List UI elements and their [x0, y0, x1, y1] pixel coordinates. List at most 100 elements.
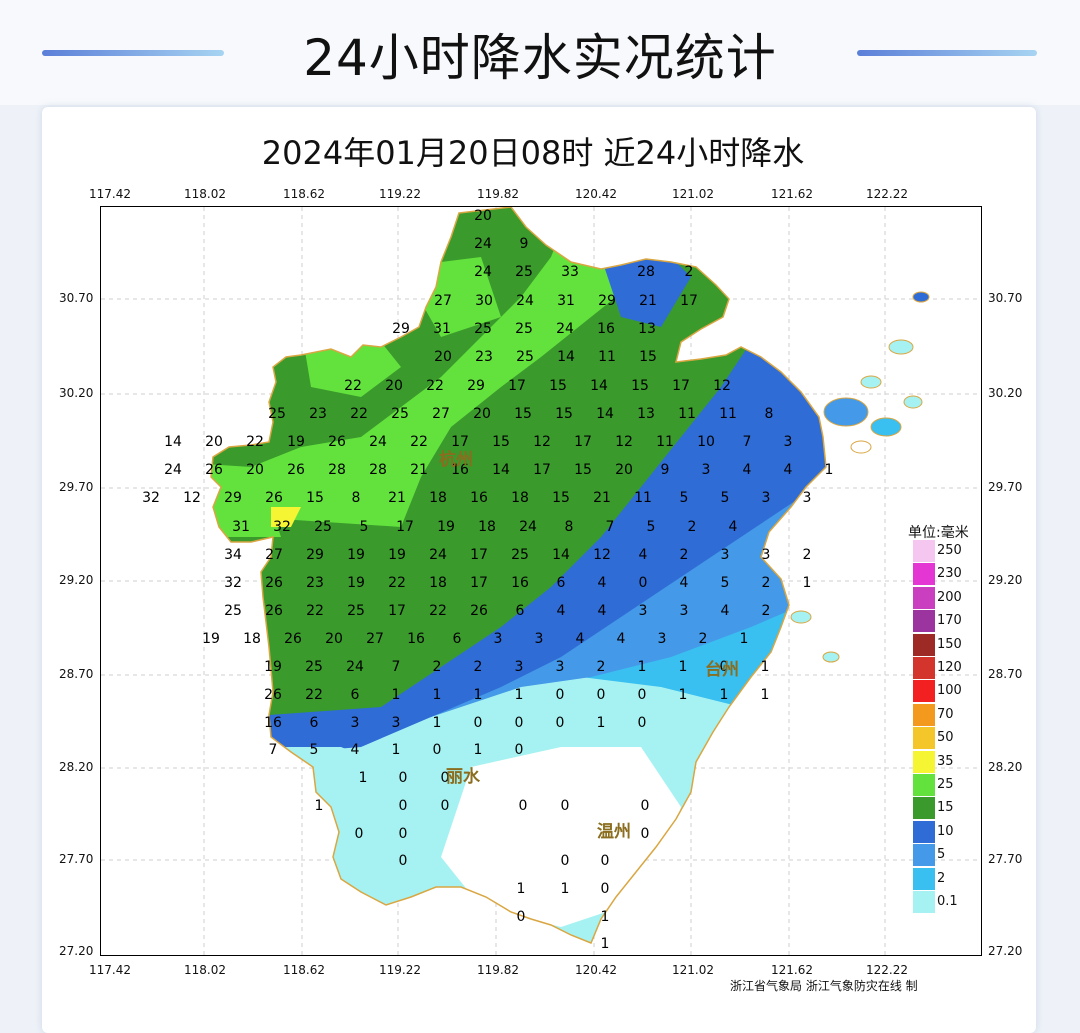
legend-label: 25: [937, 777, 954, 792]
legend-label: 230: [937, 566, 962, 582]
lat-tick-left: 29.20: [59, 573, 94, 587]
station-value: 28: [637, 264, 655, 280]
station-value: 2: [474, 659, 483, 675]
station-value: 0: [638, 687, 647, 703]
station-value: 24: [429, 547, 447, 563]
station-value: 0: [561, 798, 570, 814]
station-value: 1: [720, 687, 729, 703]
legend-item: 35: [913, 750, 993, 773]
legend-label: 0.1: [937, 894, 958, 909]
legend-swatch: [913, 727, 935, 750]
station-value: 19: [388, 547, 406, 563]
lat-tick-left: 30.70: [59, 291, 94, 305]
lon-tick-bottom: 119.22: [379, 963, 421, 977]
station-value: 1: [515, 687, 524, 703]
station-value: 4: [743, 462, 752, 478]
lat-tick-right: 28.70: [988, 667, 1023, 681]
station-value: 1: [315, 798, 324, 814]
station-value: 17: [574, 434, 592, 450]
lat-tick-right: 27.20: [988, 944, 1023, 958]
station-value: 4: [557, 603, 566, 619]
station-value: 32: [224, 575, 242, 591]
station-value: 6: [310, 715, 319, 731]
station-value: 19: [347, 575, 365, 591]
station-value: 1: [392, 687, 401, 703]
station-value: 4: [639, 547, 648, 563]
station-value: 0: [638, 715, 647, 731]
station-value: 7: [743, 434, 752, 450]
station-value: 1: [761, 687, 770, 703]
station-value: 24: [556, 321, 574, 337]
station-value: 31: [433, 321, 451, 337]
legend-item: 120: [913, 657, 993, 679]
station-value: 15: [574, 462, 592, 478]
legend-swatch: [913, 680, 935, 703]
station-value: 17: [451, 434, 469, 450]
station-value: 4: [721, 603, 730, 619]
station-value: 26: [265, 575, 283, 591]
station-value: 0: [597, 687, 606, 703]
station-value: 7: [392, 659, 401, 675]
legend-label: 120: [937, 660, 962, 675]
station-value: 1: [803, 575, 812, 591]
station-value: 26: [264, 687, 282, 703]
station-value: 32: [142, 490, 160, 506]
station-value: 14: [590, 378, 608, 394]
station-value: 0: [399, 853, 408, 869]
station-value: 2: [699, 631, 708, 647]
lon-tick-top: 119.82: [477, 187, 519, 201]
station-value: 25: [515, 321, 533, 337]
legend-item: 170: [913, 610, 993, 633]
station-value: 18: [511, 490, 529, 506]
station-value: 1: [601, 936, 610, 952]
station-value: 22: [306, 603, 324, 619]
station-value: 4: [351, 742, 360, 758]
station-value: 3: [784, 434, 793, 450]
station-value: 0: [474, 715, 483, 731]
station-value: 26: [284, 631, 302, 647]
station-value: 17: [533, 462, 551, 478]
station-value: 1: [474, 742, 483, 758]
station-value: 1: [517, 881, 526, 897]
lon-tick-bottom: 119.82: [477, 963, 519, 977]
legend-swatch: [913, 867, 935, 890]
station-value: 22: [305, 687, 323, 703]
station-value: 9: [520, 236, 529, 252]
station-value: 3: [556, 659, 565, 675]
station-value: 14: [164, 434, 182, 450]
lon-tick-top: 120.42: [575, 187, 617, 201]
legend-swatch: [913, 844, 935, 867]
station-value: 3: [392, 715, 401, 731]
station-value: 1: [474, 687, 483, 703]
lat-tick-left: 30.20: [59, 386, 94, 400]
legend-swatch: [913, 891, 935, 913]
station-value: 0: [355, 826, 364, 842]
legend-item: 250: [913, 540, 993, 562]
station-value: 1: [359, 770, 368, 786]
station-value: 21: [388, 490, 406, 506]
station-value: 27: [432, 406, 450, 422]
station-value: 2: [762, 603, 771, 619]
station-value: 21: [639, 293, 657, 309]
station-value: 0: [515, 742, 524, 758]
station-value: 14: [492, 462, 510, 478]
city-label: 台州: [705, 659, 739, 680]
station-value: 3: [803, 490, 812, 506]
legend-item: 150: [913, 633, 993, 656]
lon-tick-top: 118.62: [283, 187, 325, 201]
station-value: 1: [825, 462, 834, 478]
station-value: 5: [721, 575, 730, 591]
station-value: 1: [679, 687, 688, 703]
legend-item: 0.1: [913, 891, 993, 913]
station-value: 17: [396, 519, 414, 535]
legend-swatch: [913, 774, 935, 796]
station-value: 3: [658, 631, 667, 647]
city-label: 丽水: [446, 766, 481, 787]
city-label: 杭州: [439, 449, 473, 470]
station-value: 25: [516, 349, 534, 365]
station-value: 27: [434, 293, 452, 309]
lon-tick-bottom: 122.22: [866, 963, 908, 977]
station-value: 15: [514, 406, 532, 422]
station-value: 24: [474, 264, 492, 280]
station-value: 20: [615, 462, 633, 478]
